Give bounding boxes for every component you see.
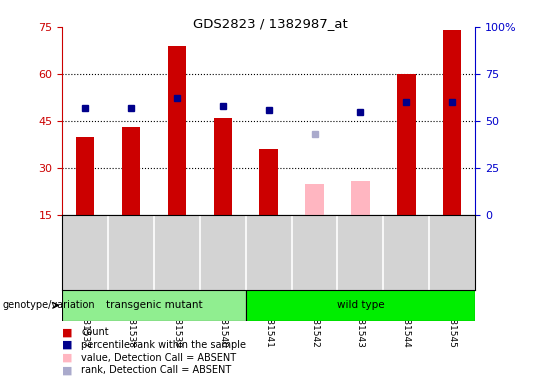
Bar [167,46,186,215]
Text: wild type: wild type [336,300,384,310]
Text: ■: ■ [62,327,72,337]
Bar [122,127,140,215]
Bar [62,290,246,321]
Bar [397,74,416,215]
Text: genotype/variation: genotype/variation [3,300,96,310]
Text: ■: ■ [62,353,72,362]
Bar [76,137,94,215]
Text: value, Detection Call = ABSENT: value, Detection Call = ABSENT [81,353,236,362]
Bar [214,118,232,215]
Text: ■: ■ [62,340,72,350]
Text: percentile rank within the sample: percentile rank within the sample [81,340,246,350]
Bar [246,290,475,321]
Text: ■: ■ [62,365,72,375]
Text: count: count [81,327,109,337]
Text: rank, Detection Call = ABSENT: rank, Detection Call = ABSENT [81,365,231,375]
Bar [351,180,369,215]
Bar [259,149,278,215]
Text: transgenic mutant: transgenic mutant [106,300,202,310]
Text: GDS2823 / 1382987_at: GDS2823 / 1382987_at [193,17,347,30]
Bar [443,30,461,215]
Bar [305,184,323,215]
